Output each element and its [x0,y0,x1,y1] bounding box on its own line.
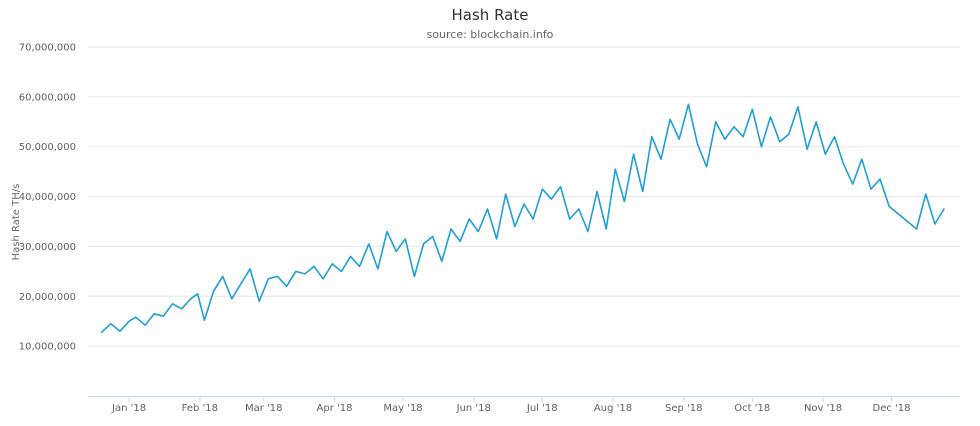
x-tick-label: Apr '18 [317,403,353,414]
y-tick-label: 40,000,000 [19,192,76,203]
x-tick-label: Feb '18 [182,403,218,414]
x-tick-label: Aug '18 [594,403,632,414]
y-tick-label: 70,000,000 [19,43,76,54]
x-tick-label: Jul '18 [526,403,558,414]
y-axis-label: Hash Rate TH/s [11,184,22,261]
chart-title: Hash Rate [452,6,529,24]
x-tick-label: Oct '18 [734,403,770,414]
y-tick-label: 10,000,000 [19,342,76,353]
hash-rate-series-line [100,103,945,333]
x-tick-label: Jan '18 [111,403,146,414]
y-tick-label: 50,000,000 [19,142,76,153]
y-tick-labels: 10,000,000 20,000,000 30,000,000 40,000,000… [19,43,76,353]
x-tick-label: Nov '18 [804,403,842,414]
series-group [100,103,945,333]
y-tick-label: 20,000,000 [19,292,76,303]
x-tick-labels: Jan '18 Feb '18 Mar '18 Apr '18 May '18 Jun '… [111,396,911,414]
x-tick-label: Dec '18 [873,403,911,414]
x-tick-label: Sep '18 [665,403,703,414]
y-tick-label: 30,000,000 [19,242,76,253]
y-tick-label: 60,000,000 [19,92,76,103]
x-tick-label: May '18 [383,403,422,414]
chart-subtitle: source: blockchain.info [427,28,554,41]
x-tick-label: Mar '18 [245,403,283,414]
x-tick-label: Jun '18 [456,403,491,414]
y-gridlines [88,46,960,347]
